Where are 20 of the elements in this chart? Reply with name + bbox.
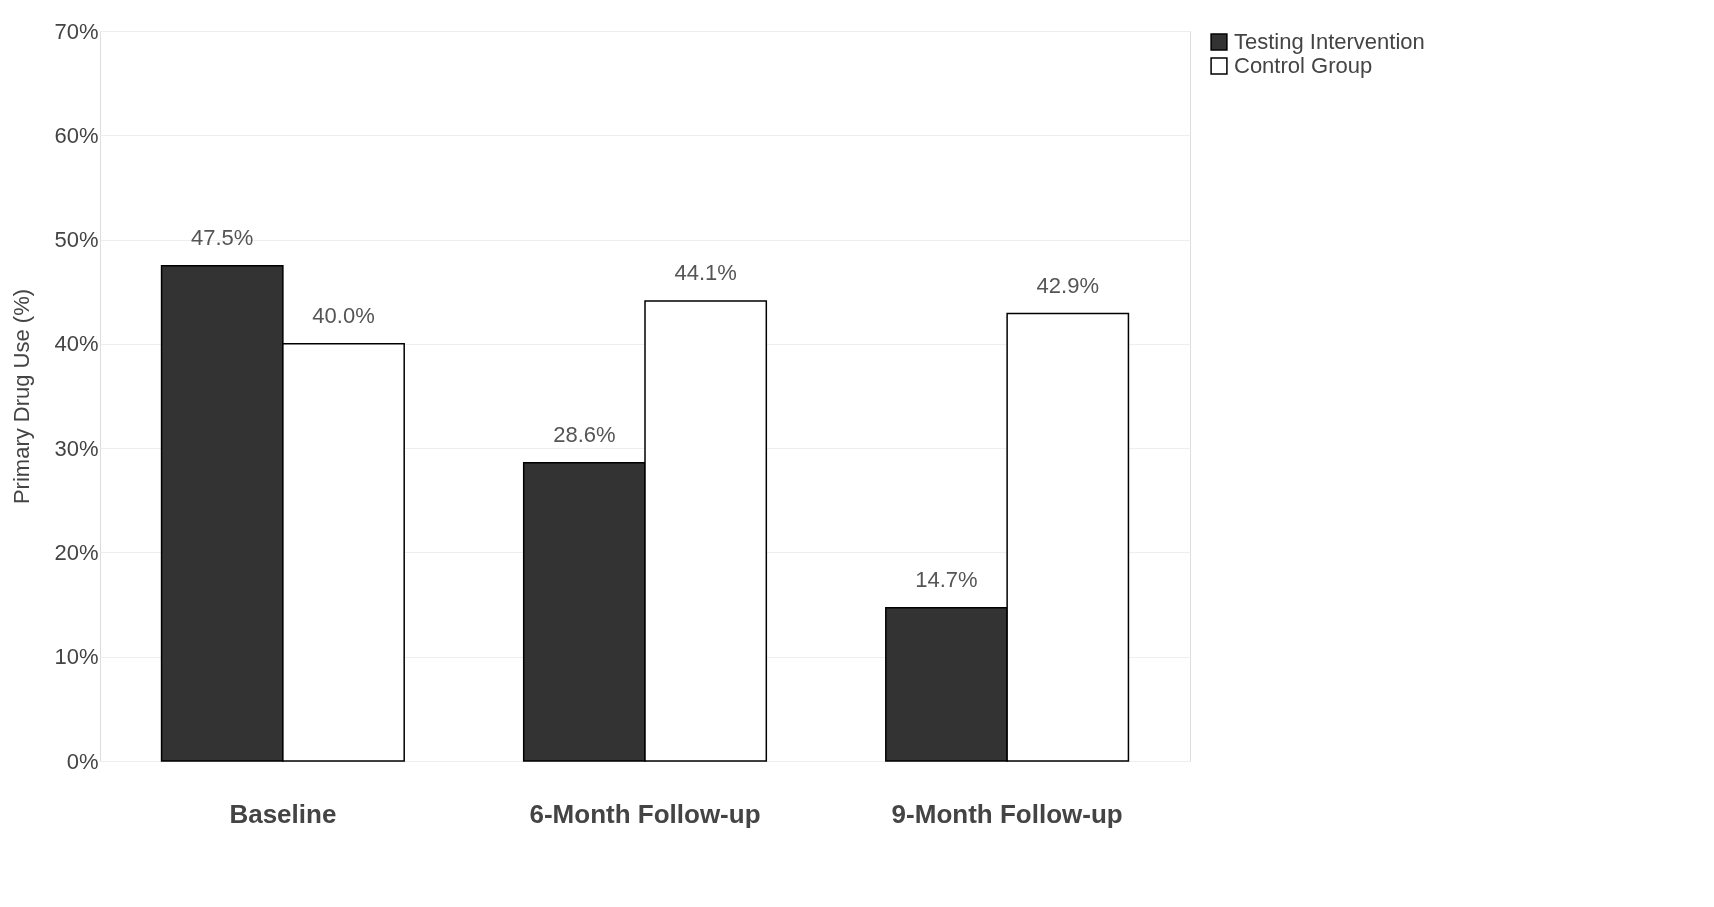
x-tick-label: 9-Month Follow-up [891,798,1123,829]
y-tick-label: 60% [54,122,99,148]
x-tick-label: Baseline [229,798,337,829]
y-tick-label: 50% [54,227,99,253]
x-tick-label: 6-Month Follow-up [529,798,761,829]
data-label: 28.6% [553,421,616,447]
data-label: 42.9% [1036,272,1099,298]
legend-label: Testing Intervention [1234,29,1425,54]
legend-label: Control Group [1234,53,1373,78]
y-tick-label: 20% [54,539,99,565]
y-tick-label: 30% [54,435,99,461]
data-label: 44.1% [674,260,737,286]
y-axis-title: Primary Drug Use (%) [9,288,35,505]
data-label: 40.0% [312,302,375,328]
data-label: 14.7% [915,566,978,592]
y-tick-label: 40% [54,331,99,357]
data-label: 47.5% [191,224,254,250]
y-tick-label: 0% [66,748,99,774]
y-tick-label: 70% [54,18,99,44]
y-tick-label: 10% [54,644,99,670]
